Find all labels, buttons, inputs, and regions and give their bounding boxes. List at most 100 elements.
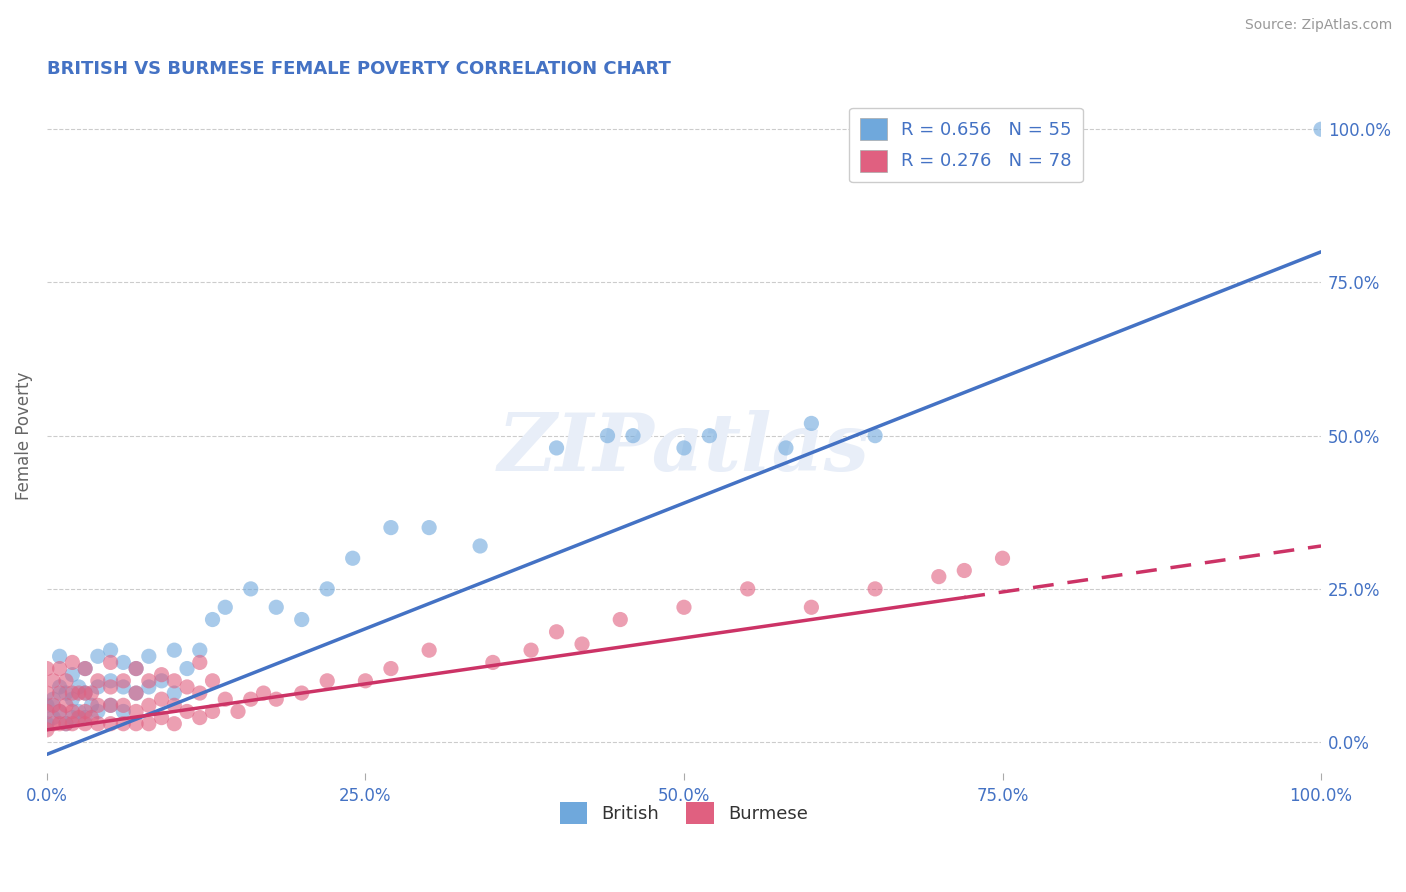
Point	[1310, 122, 1333, 136]
Point	[87, 680, 110, 694]
Point	[35, 662, 58, 676]
Point	[150, 673, 173, 688]
Point	[80, 698, 103, 713]
Point	[188, 710, 211, 724]
Point	[48, 680, 70, 694]
Point	[596, 428, 619, 442]
Point	[48, 716, 70, 731]
Point	[112, 680, 135, 694]
Point	[60, 710, 83, 724]
Point	[520, 643, 543, 657]
Point	[48, 662, 70, 676]
Point	[482, 656, 505, 670]
Point	[609, 613, 631, 627]
Point	[100, 680, 122, 694]
Point	[87, 673, 110, 688]
Point	[672, 600, 695, 615]
Point	[138, 698, 160, 713]
Point	[67, 710, 90, 724]
Point	[150, 667, 173, 681]
Point	[55, 673, 77, 688]
Point	[316, 582, 339, 596]
Point	[42, 698, 65, 713]
Point	[201, 705, 224, 719]
Text: BRITISH VS BURMESE FEMALE POVERTY CORRELATION CHART: BRITISH VS BURMESE FEMALE POVERTY CORREL…	[46, 60, 671, 78]
Point	[100, 698, 122, 713]
Point	[48, 705, 70, 719]
Point	[239, 692, 262, 706]
Point	[418, 520, 440, 534]
Point	[125, 686, 148, 700]
Point	[138, 680, 160, 694]
Point	[55, 686, 77, 700]
Point	[621, 428, 644, 442]
Point	[188, 686, 211, 700]
Point	[214, 692, 236, 706]
Point	[226, 705, 249, 719]
Point	[48, 705, 70, 719]
Point	[60, 656, 83, 670]
Point	[264, 600, 287, 615]
Point	[75, 686, 97, 700]
Point	[163, 673, 186, 688]
Point	[125, 662, 148, 676]
Point	[150, 710, 173, 724]
Point	[67, 680, 90, 694]
Point	[75, 705, 97, 719]
Point	[35, 686, 58, 700]
Point	[112, 656, 135, 670]
Point	[80, 686, 103, 700]
Point	[87, 716, 110, 731]
Point	[60, 692, 83, 706]
Point	[380, 662, 402, 676]
Point	[55, 716, 77, 731]
Point	[55, 716, 77, 731]
Point	[35, 723, 58, 737]
Point	[80, 710, 103, 724]
Point	[55, 698, 77, 713]
Point	[201, 613, 224, 627]
Point	[737, 582, 759, 596]
Point	[42, 716, 65, 731]
Point	[138, 673, 160, 688]
Point	[163, 643, 186, 657]
Point	[35, 716, 58, 731]
Point	[252, 686, 274, 700]
Point	[48, 649, 70, 664]
Point	[991, 551, 1014, 566]
Point	[42, 673, 65, 688]
Point	[188, 656, 211, 670]
Point	[60, 667, 83, 681]
Point	[863, 582, 886, 596]
Point	[100, 716, 122, 731]
Point	[188, 643, 211, 657]
Point	[699, 428, 721, 442]
Point	[87, 705, 110, 719]
Y-axis label: Female Poverty: Female Poverty	[15, 371, 32, 500]
Point	[35, 698, 58, 713]
Point	[163, 698, 186, 713]
Point	[800, 417, 823, 431]
Point	[176, 680, 198, 694]
Point	[87, 698, 110, 713]
Point	[100, 643, 122, 657]
Point	[546, 441, 568, 455]
Point	[125, 686, 148, 700]
Point	[672, 441, 695, 455]
Point	[571, 637, 593, 651]
Point	[100, 698, 122, 713]
Point	[775, 441, 797, 455]
Point	[48, 686, 70, 700]
Point	[42, 692, 65, 706]
Point	[112, 716, 135, 731]
Point	[291, 613, 314, 627]
Point	[100, 656, 122, 670]
Point	[75, 716, 97, 731]
Point	[418, 643, 440, 657]
Point	[953, 564, 976, 578]
Point	[264, 692, 287, 706]
Point	[100, 673, 122, 688]
Point	[928, 569, 950, 583]
Point	[67, 686, 90, 700]
Point	[75, 662, 97, 676]
